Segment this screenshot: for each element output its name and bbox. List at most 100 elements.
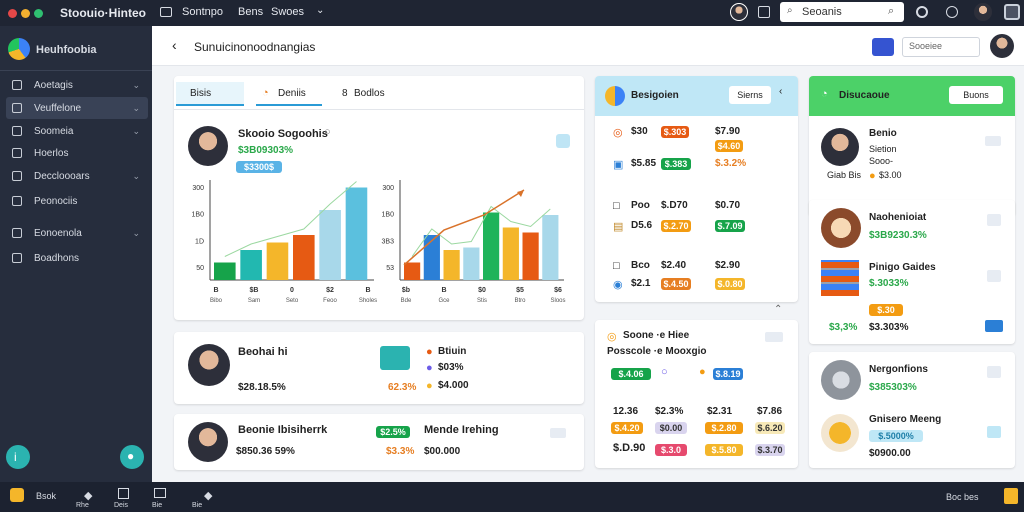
tab-2[interactable]: 8 Bodlos (336, 82, 402, 106)
close-window-button[interactable] (8, 8, 17, 18)
grid-icon[interactable] (160, 7, 172, 17)
status-icon: ▤ (613, 221, 624, 233)
chevron-left-icon[interactable]: ‹ (779, 86, 783, 97)
profile-value: $28.18.5% (238, 382, 286, 393)
summary-col: $2.3% (655, 406, 684, 417)
filter-button[interactable] (872, 38, 894, 56)
back-arrow-icon[interactable]: ‹ (172, 37, 177, 53)
sidebar-item-2[interactable]: Soomeia ⌄ (6, 120, 148, 142)
clock-icon: ◔ (821, 88, 828, 100)
profile-card[interactable]: Beohai hi $28.18.5% 62.3% ● Btiuin ● $03… (174, 332, 584, 404)
calendar-icon[interactable] (758, 6, 770, 18)
apps-icon[interactable] (1004, 4, 1020, 20)
taskbar-item[interactable]: Rhe (76, 502, 89, 509)
search-bar[interactable]: ⌕ Seoanis ⌕ (780, 2, 904, 22)
menu-item-0[interactable]: Sontnpo (182, 6, 223, 18)
clock-icon[interactable] (946, 6, 958, 18)
profile-card[interactable]: Beonie Ibisiherrk $850.36 59% $2.5% $3.3… (174, 414, 584, 470)
status-icon: ▣ (613, 159, 624, 171)
window-icon[interactable] (154, 488, 166, 498)
row-pill: $.0.80 (715, 278, 745, 290)
product-value: $385303% (869, 382, 917, 393)
menu-item-1[interactable]: Bens (238, 6, 264, 18)
page-title: Sunuicinonoodnangias (194, 40, 316, 54)
notifications-icon[interactable] (916, 6, 928, 18)
profile-avatar[interactable] (974, 3, 992, 21)
chevron-up-icon[interactable]: ⌃ (774, 304, 783, 315)
person-value: $3B09303% (238, 145, 294, 156)
chart-bar (319, 210, 341, 280)
sidebar-item-4[interactable]: Deccloooars ⌄ (6, 165, 148, 187)
chart-bar (293, 235, 315, 280)
product-stat: $3,3% (829, 322, 858, 333)
more-icon[interactable] (987, 426, 1001, 438)
chart-bar (214, 262, 236, 280)
more-icon[interactable] (987, 366, 1001, 378)
maximize-window-button[interactable] (34, 8, 43, 18)
search-input[interactable]: Seoanis (802, 6, 842, 18)
taskbar: Bsok ◆ Rhe Deis Bie ◆ Bie Boc bes (0, 482, 1024, 512)
summary-pill: $.4.20 (611, 422, 643, 434)
profile-pct: 62.3% (388, 382, 417, 393)
tab-1[interactable]: ◔ Deniis (256, 82, 322, 106)
filter-input[interactable]: Sooeiee (902, 37, 980, 57)
product-action-button[interactable] (985, 320, 1003, 332)
taskbar-item[interactable]: Bie (192, 502, 203, 509)
chevron-down-icon: ⌄ (132, 170, 140, 181)
row-value: D5.6 (631, 220, 653, 231)
person-line: Giab Bis (827, 170, 862, 180)
more-icon[interactable] (550, 428, 566, 438)
globe-icon (12, 228, 22, 238)
x-tick-label: B (365, 287, 370, 294)
sidebar-item-5[interactable]: Peonociis (6, 190, 148, 212)
row-pill: $4.60 (715, 140, 743, 152)
row-pill: $.4.50 (661, 278, 691, 290)
chevron-down-icon[interactable]: ⌄ (316, 5, 325, 16)
info-circle-icon[interactable]: ○ (324, 126, 331, 138)
chat-button[interactable]: ● (120, 445, 144, 469)
more-icon[interactable] (765, 332, 783, 342)
sidebar-item-label: Soomeia (34, 125, 74, 137)
brand-name: Heuhfoobia (36, 44, 97, 56)
start-icon[interactable] (10, 488, 24, 502)
summary-col: $2.31 (707, 406, 733, 417)
brand-logo-icon (8, 38, 30, 60)
expand-icon[interactable] (556, 134, 570, 148)
row-value: $.3.2% (715, 158, 747, 169)
shield-icon[interactable] (1004, 488, 1018, 504)
tab-0[interactable]: Bisis (176, 82, 244, 106)
sidebar-item-3[interactable]: Hoerlos (6, 142, 148, 164)
x-sub-label: Feoo (323, 298, 337, 304)
user-avatar[interactable] (730, 3, 748, 21)
summary-col: 12.36 (613, 406, 639, 417)
divider (0, 70, 152, 71)
help-button[interactable]: i (6, 445, 30, 469)
minimize-window-button[interactable] (21, 8, 30, 18)
sidebar: Heuhfoobia Aoetagis ⌄ Veuffelone ⌄ Soomeia… (0, 26, 152, 482)
menu-item-2[interactable]: Swoes (271, 6, 305, 18)
status-icon: ◎ (613, 127, 623, 139)
more-icon[interactable] (985, 136, 1001, 146)
sidebar-item-7[interactable]: Boadhons (6, 247, 148, 269)
search-submit-icon[interactable]: ⌕ (888, 5, 895, 17)
taskbar-item[interactable]: Bsok (36, 491, 57, 501)
person-badge: $3300$ (236, 161, 282, 173)
sidebar-item-0[interactable]: Aoetagis ⌄ (6, 74, 148, 96)
more-icon[interactable] (987, 270, 1001, 282)
chat-icon[interactable]: ◆ (84, 490, 93, 502)
chat-icon[interactable]: ◆ (204, 490, 213, 502)
profile-stat-3: $4.000 (438, 380, 469, 391)
document-icon[interactable] (118, 488, 129, 499)
y-tick-label: 300 (192, 185, 204, 192)
trend-arrow-head (517, 190, 524, 197)
card-action-button[interactable]: Buons (949, 86, 1003, 104)
taskbar-item[interactable]: Deis (114, 502, 129, 509)
taskbar-item[interactable]: Bie (152, 502, 163, 509)
card-action-button[interactable]: Sierns (729, 86, 771, 104)
tab-label: Deniis (278, 88, 306, 99)
more-icon[interactable] (987, 214, 1001, 226)
sidebar-item-6[interactable]: Eonoenola ⌄ (6, 222, 148, 244)
chart-bar (423, 235, 440, 280)
sidebar-item-1[interactable]: Veuffelone ⌄ (6, 97, 148, 119)
header-avatar[interactable] (990, 34, 1014, 58)
